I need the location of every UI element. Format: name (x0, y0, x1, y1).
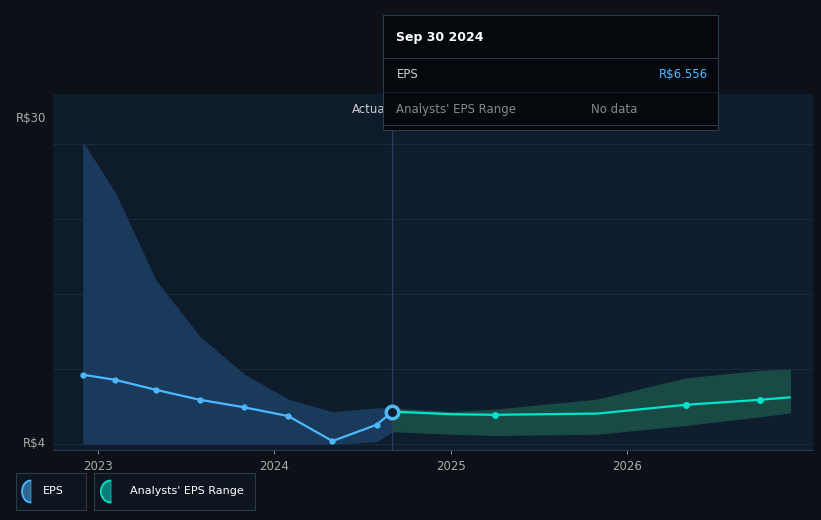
Text: Actual: Actual (351, 102, 388, 115)
Text: Analysts' EPS Range: Analysts' EPS Range (130, 486, 243, 497)
Bar (392, 94, 813, 450)
Text: R$30: R$30 (16, 112, 46, 125)
Text: No data: No data (590, 103, 637, 116)
Text: EPS: EPS (43, 486, 64, 497)
Text: Analysts' EPS Range: Analysts' EPS Range (397, 103, 516, 116)
Text: EPS: EPS (397, 68, 418, 81)
Text: Analysts Forecasts: Analysts Forecasts (398, 102, 508, 115)
Text: R$6.556: R$6.556 (658, 68, 708, 81)
Text: Sep 30 2024: Sep 30 2024 (397, 32, 484, 45)
Text: R$4: R$4 (23, 437, 46, 450)
Bar (53, 94, 392, 450)
